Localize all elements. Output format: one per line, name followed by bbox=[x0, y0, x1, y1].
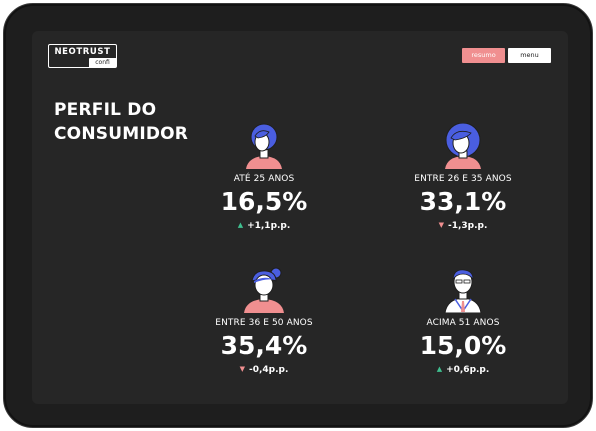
neotrust-logo: NEOTRUST confi bbox=[48, 44, 117, 68]
trend-up-icon: ▲ bbox=[237, 221, 244, 229]
page-title: PERFIL DO CONSUMIDOR bbox=[54, 98, 224, 146]
stat-delta: ▼ -1,3p.p. bbox=[388, 221, 538, 231]
bun-hair-woman-avatar-icon bbox=[238, 267, 290, 313]
stat-label: ENTRE 26 E 35 ANOS bbox=[414, 174, 512, 184]
stat-delta: ▲ +1,1p.p. bbox=[189, 221, 339, 231]
young-person-avatar-icon bbox=[238, 123, 290, 169]
older-man-tie-avatar-icon bbox=[437, 267, 489, 313]
page-title-line-1: PERFIL DO bbox=[54, 100, 157, 120]
stat-delta-value: -1,3p.p. bbox=[447, 221, 488, 231]
stat-delta-value: +0,6p.p. bbox=[446, 365, 490, 375]
menu-button[interactable]: menu bbox=[508, 48, 551, 63]
trend-down-icon: ▼ bbox=[239, 365, 245, 373]
dashboard-screen: NEOTRUST confi resumo menu PERFIL DO CON… bbox=[32, 31, 568, 404]
page-title-line-2: CONSUMIDOR bbox=[54, 124, 189, 144]
stat-value: 16,5% bbox=[220, 187, 308, 216]
stat-label: ATÉ 25 ANOS bbox=[233, 174, 295, 184]
stat-delta: ▼ -0,4p.p. bbox=[189, 365, 339, 375]
trend-up-icon: ▲ bbox=[436, 365, 443, 373]
stat-delta-value: +1,1p.p. bbox=[247, 221, 291, 231]
stat-value: 33,1% bbox=[419, 187, 507, 216]
trend-down-icon: ▼ bbox=[438, 221, 444, 229]
resumo-button[interactable]: resumo bbox=[462, 48, 505, 63]
curly-hair-person-avatar-icon bbox=[437, 123, 489, 169]
logo-subtitle: confi bbox=[89, 58, 116, 67]
stat-label: ACIMA 51 ANOS bbox=[426, 318, 500, 328]
tablet-frame: NEOTRUST confi resumo menu PERFIL DO CON… bbox=[3, 3, 593, 428]
stat-value: 35,4% bbox=[220, 331, 308, 360]
stat-label: ENTRE 36 E 50 ANOS bbox=[215, 318, 313, 328]
logo-name: NEOTRUST bbox=[54, 47, 111, 57]
stat-delta: ▲ +0,6p.p. bbox=[388, 365, 538, 375]
stat-delta-value: -0,4p.p. bbox=[248, 365, 289, 375]
stat-value: 15,0% bbox=[419, 331, 507, 360]
